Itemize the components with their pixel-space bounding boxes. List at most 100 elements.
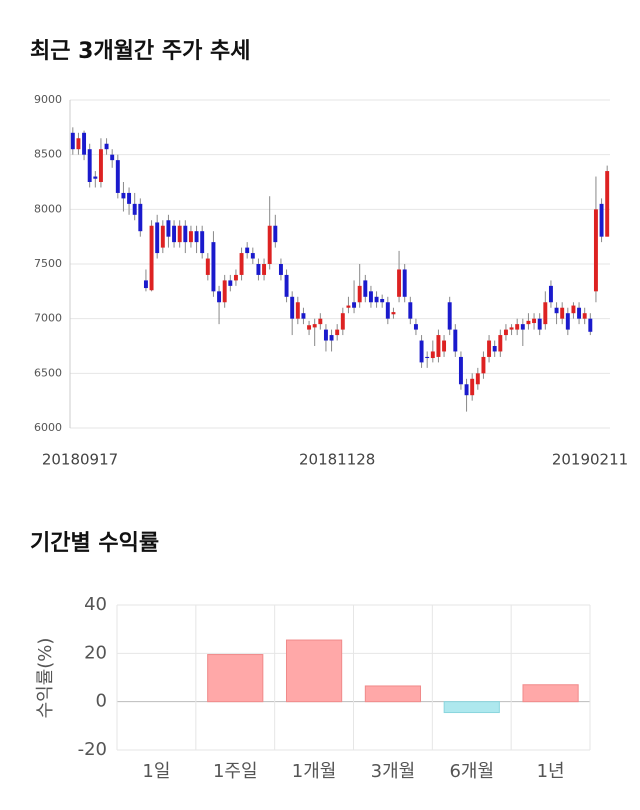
candle-body [194,231,199,243]
candle-body [509,327,514,330]
candle-body [228,280,233,286]
y-tick-label: 9000 [34,93,62,106]
bar [522,684,579,703]
candle-body [318,318,323,325]
candle-body [166,220,171,237]
y-tick-label: 6000 [34,421,62,434]
candle-body [425,356,430,359]
candle-body [526,320,531,325]
candle-body [487,340,492,357]
candle-body [200,231,205,254]
candle-body [368,291,373,303]
bar [207,654,264,703]
candle-body [127,192,132,204]
candle-body [278,264,283,275]
candle-body [554,307,559,314]
candle-body [532,318,537,324]
candle-body [262,264,267,275]
candle-body [447,302,452,330]
candle-body [588,318,593,332]
candle-body [515,324,520,330]
candle-body [605,171,610,237]
y-tick-label: 0 [96,691,107,712]
candle-body [593,209,598,292]
candle-body [391,312,396,315]
candle-body [397,269,402,297]
candle-body [548,285,553,303]
candle-body [267,225,272,264]
candle-body [374,296,379,303]
x-tick-label: 1년 [537,761,565,782]
candle-body [363,280,368,297]
x-tick-label: 20180917 [42,451,118,469]
candle-body [233,274,238,281]
candle-body [110,154,115,161]
candle-body [98,149,103,182]
candle-body [177,225,182,243]
candle-body [481,356,486,374]
candle-body [143,280,148,289]
candle-body [419,340,424,363]
candle-body [104,143,109,150]
candle-body [211,242,216,292]
candle-body [498,335,503,352]
y-tick-label: 20 [84,642,107,663]
candle-body [132,203,137,215]
x-tick-label: 20190211 [552,451,628,469]
bar [285,639,343,703]
candle-body [492,346,497,352]
y-tick-label: 8000 [34,202,62,215]
candle-body [442,340,447,352]
candle-body [408,302,413,319]
candle-body [312,324,317,328]
candle-body [453,329,458,352]
candle-body [385,302,390,319]
candle-body [464,384,469,396]
candle-body [188,231,193,243]
candle-body [82,132,87,155]
candle-body [245,247,250,254]
candle-body [138,203,143,232]
candle-body [301,313,306,319]
candle-body [273,225,278,243]
chart-title: 최근 3개월간 주가 추세 [30,39,250,64]
bar [364,685,422,703]
x-tick-label: 1주일 [213,761,258,782]
y-tick-label: 7500 [34,257,62,270]
candle-body [217,291,222,303]
candle-body [402,269,407,297]
candle-body [205,258,210,275]
candle-body [537,318,542,330]
candle-body [155,222,160,254]
x-tick-label: 3개월 [371,761,416,782]
candle-body [340,313,345,330]
candle-body [250,253,255,259]
candle-body [599,203,604,237]
y-tick-label: 7000 [34,312,62,325]
candle-body [352,302,357,308]
candle-body [560,307,565,319]
x-tick-label: 6개월 [449,761,494,782]
candle-body [93,176,98,179]
candle-body [458,356,463,385]
candle-body [290,296,295,319]
y-tick-label: 40 [84,594,107,615]
candle-body [470,378,475,396]
candle-body [323,329,328,341]
candle-body [149,225,154,291]
candle-body [571,305,576,314]
candle-body [413,324,418,330]
candle-body [520,324,525,330]
candle-body [329,335,334,341]
candle-body [115,160,120,193]
candle-body [295,302,300,319]
candle-body [436,335,441,357]
candle-body [239,253,244,275]
candle-body [565,313,570,330]
y-tick-label: 6500 [34,366,62,379]
candle-body [222,280,227,303]
candle-body [307,325,312,330]
candle-body [582,313,587,319]
